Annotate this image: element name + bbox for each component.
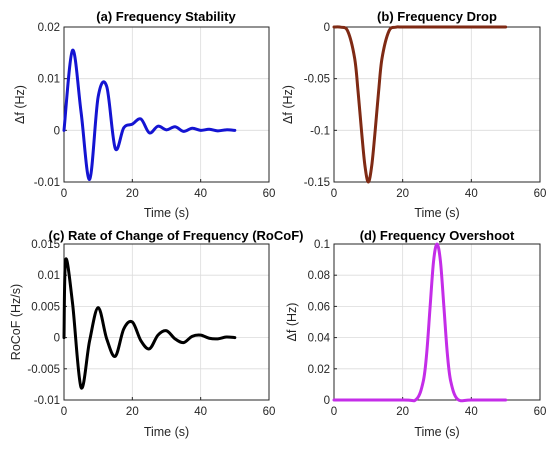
subplot-title: (b) Frequency Drop	[377, 9, 497, 24]
x-tick-label: 0	[61, 188, 67, 200]
x-tick-label: 40	[194, 188, 207, 200]
x-tick-label: 0	[61, 406, 67, 418]
y-tick-label: 0.08	[308, 270, 330, 282]
series-line	[332, 242, 508, 403]
y-axis-label: Δf (Hz)	[281, 85, 295, 124]
y-tick-label: 0.015	[31, 239, 60, 251]
x-axis-label: Time (s)	[414, 425, 459, 439]
y-tick-label: 0	[54, 333, 60, 345]
y-tick-label: -0.05	[304, 74, 330, 86]
y-tick-label: -0.005	[27, 364, 60, 376]
x-tick-label: 0	[331, 406, 337, 418]
x-tick-label: 60	[534, 406, 547, 418]
plot-area	[63, 26, 270, 183]
axes-border	[63, 26, 270, 183]
x-tick-label: 40	[465, 406, 478, 418]
y-tick-label: 0.1	[314, 239, 330, 251]
y-tick-label: 0.01	[38, 74, 60, 86]
y-tick-label: -0.01	[34, 395, 60, 407]
y-tick-label: -0.01	[34, 177, 60, 189]
x-tick-label: 20	[396, 188, 409, 200]
x-axis-label: Time (s)	[414, 206, 459, 220]
subplot-4: 0 20 40 60 0 0.02 0.04 0.06 0.08 0.1 (d) Frequency…	[285, 228, 546, 439]
subplot-title: (a) Frequency Stability	[96, 9, 236, 24]
x-axis-label: Time (s)	[144, 206, 189, 220]
y-tick-label: 0	[324, 22, 330, 34]
subplot-3: 0 20 40 60 -0.01 -0.005 0 0.005 0.01 0.015(c) Rat…	[9, 228, 303, 439]
y-tick-label: 0	[54, 125, 60, 137]
y-tick-label: 0.02	[308, 364, 330, 376]
x-axis-label: Time (s)	[144, 425, 189, 439]
x-tick-label: 60	[263, 188, 276, 200]
x-tick-label: 60	[534, 188, 547, 200]
x-tick-label: 20	[396, 406, 409, 418]
subplot-title: (d) Frequency Overshoot	[360, 228, 515, 243]
subplot-title: (c) Rate of Change of Frequency (RoCoF)	[49, 228, 304, 243]
y-tick-label: 0.02	[38, 22, 60, 34]
x-tick-label: 0	[331, 188, 337, 200]
y-tick-label: -0.1	[310, 125, 330, 137]
x-tick-label: 20	[126, 188, 139, 200]
y-tick-label: 0.06	[308, 301, 330, 313]
series-line	[332, 25, 508, 184]
y-tick-label: -0.15	[304, 177, 330, 189]
y-axis-label: Δf (Hz)	[13, 85, 27, 124]
y-tick-label: 0.01	[38, 270, 60, 282]
plot-area	[333, 243, 541, 401]
x-tick-label: 20	[126, 406, 139, 418]
x-tick-label: 40	[194, 406, 207, 418]
y-axis-label: RoCoF (Hz/s)	[9, 284, 23, 360]
x-tick-label: 40	[465, 188, 478, 200]
series-line	[62, 257, 237, 390]
subplot-2: 0 20 40 60 -0.15 -0.1 -0.05 0 (b) Frequency Drop…	[281, 9, 546, 220]
y-tick-label: 0.005	[31, 301, 60, 313]
y-axis-label: Δf (Hz)	[285, 303, 299, 342]
y-tick-label: 0	[324, 395, 330, 407]
series-line	[62, 48, 237, 181]
y-tick-label: 0.04	[308, 333, 331, 345]
x-tick-label: 60	[263, 406, 276, 418]
